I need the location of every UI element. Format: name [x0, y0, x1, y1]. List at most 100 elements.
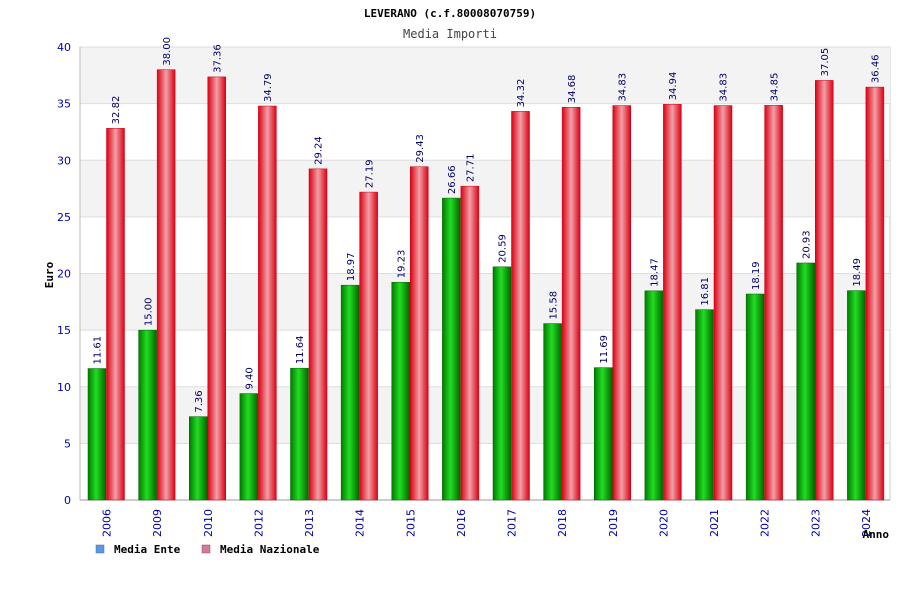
bar-media-ente	[543, 323, 562, 501]
legend-label: Media Ente	[114, 543, 181, 556]
y-axis-label: Euro	[43, 261, 56, 288]
data-label: 27.71	[466, 154, 477, 183]
bar-media-ente	[745, 293, 765, 501]
legend-swatch	[95, 544, 105, 554]
bar-media-ente	[847, 290, 866, 501]
data-label: 18.97	[346, 253, 357, 282]
bar-media-nazionale	[663, 104, 682, 501]
legend: Media Ente Media Nazionale	[95, 543, 320, 556]
bar-media-nazionale	[258, 105, 277, 501]
bar-media-ente	[391, 281, 410, 501]
x-tick-label: 2006	[101, 509, 114, 537]
data-label: 18.49	[852, 258, 863, 287]
data-label: 27.19	[364, 159, 375, 188]
y-tick-label: 20	[57, 268, 71, 281]
bar-media-nazionale	[460, 185, 480, 501]
bar-media-ente	[138, 329, 157, 501]
x-tick-label: 2013	[303, 509, 316, 537]
bar-media-ente	[594, 367, 613, 501]
y-tick-label: 15	[57, 324, 71, 337]
bar-media-nazionale	[511, 111, 530, 501]
data-label: 29.43	[415, 134, 426, 163]
data-label: 36.46	[871, 54, 882, 83]
data-label: 37.05	[820, 48, 831, 77]
legend-label: Media Nazionale	[220, 543, 320, 556]
data-label: 9.40	[245, 367, 256, 389]
data-label: 11.64	[295, 336, 306, 365]
bars: 11.61 32.82 15.00 38.00 7.36 37.36 9.40 34.79 11…	[87, 37, 885, 501]
bar-media-ente	[340, 284, 360, 501]
x-tick-label: 2012	[252, 509, 265, 537]
y-tick-label: 25	[57, 211, 71, 224]
bar-media-nazionale	[713, 105, 733, 501]
bar-media-nazionale	[865, 86, 885, 501]
bar-media-ente	[442, 197, 461, 501]
bar-media-nazionale	[764, 105, 783, 501]
x-tick-label: 2020	[657, 509, 670, 537]
bar-media-nazionale	[106, 128, 125, 501]
data-label: 29.24	[314, 136, 325, 165]
x-axis-ticks: 2006 2009 2010 2012 2013 2014 2015 2016 2017 2018…	[101, 509, 873, 537]
data-label: 11.61	[93, 336, 104, 365]
x-tick-label: 2017	[506, 509, 519, 537]
y-axis-ticks: 0 5 10 15 20 25 30 35 40	[57, 41, 71, 507]
bar-media-ente	[239, 393, 259, 501]
x-axis-label: Anno	[863, 528, 890, 541]
bar-media-nazionale	[359, 191, 378, 501]
data-label: 20.93	[802, 230, 813, 259]
data-label: 32.82	[111, 96, 122, 125]
data-label: 16.81	[700, 277, 711, 306]
data-label: 34.83	[618, 73, 629, 102]
bar-media-nazionale	[308, 168, 328, 501]
data-label: 34.85	[769, 73, 780, 102]
bar-media-nazionale	[612, 105, 631, 501]
data-label: 20.59	[498, 234, 509, 263]
data-label: 34.68	[567, 75, 578, 104]
bar-media-ente	[290, 367, 309, 501]
chart-subtitle: Media Importi	[403, 27, 497, 41]
bar-media-ente	[87, 368, 107, 501]
bar-media-nazionale	[561, 106, 581, 501]
x-tick-label: 2022	[759, 509, 772, 537]
data-label: 15.58	[548, 291, 559, 320]
x-tick-label: 2019	[607, 509, 620, 537]
x-tick-label: 2023	[809, 509, 822, 537]
y-tick-label: 30	[57, 154, 71, 167]
bar-media-nazionale	[207, 76, 226, 501]
data-label: 37.36	[213, 44, 224, 73]
bar-media-ente	[492, 266, 512, 501]
bar-media-ente	[695, 309, 714, 501]
legend-swatch	[201, 544, 211, 554]
bar-media-nazionale	[156, 69, 176, 501]
data-label: 38.00	[162, 37, 173, 66]
data-label: 7.36	[194, 390, 205, 412]
x-tick-label: 2014	[354, 509, 367, 537]
y-tick-label: 40	[57, 41, 71, 54]
y-tick-label: 0	[64, 494, 71, 507]
data-label: 19.23	[397, 250, 408, 279]
data-label: 34.32	[516, 79, 527, 108]
x-tick-label: 2021	[708, 509, 721, 537]
data-label: 11.69	[599, 335, 610, 364]
data-label: 15.00	[143, 297, 154, 326]
data-label: 26.66	[447, 165, 458, 194]
x-tick-label: 2015	[404, 509, 417, 537]
x-tick-label: 2009	[151, 509, 164, 537]
x-tick-label: 2018	[556, 509, 569, 537]
data-label: 34.79	[263, 73, 274, 102]
data-label: 34.94	[668, 72, 679, 101]
chart-title: LEVERANO (c.f.80008070759)	[364, 7, 536, 20]
y-tick-label: 5	[64, 437, 71, 450]
bar-media-ente	[644, 290, 664, 501]
bar-media-nazionale	[410, 166, 429, 501]
data-label: 18.47	[650, 258, 661, 287]
data-label: 18.19	[751, 261, 762, 290]
y-tick-label: 35	[57, 98, 71, 111]
data-label: 34.83	[719, 73, 730, 102]
bar-media-ente	[189, 416, 208, 501]
bar-media-ente	[796, 262, 815, 501]
y-tick-label: 10	[57, 381, 71, 394]
x-tick-label: 2016	[455, 509, 468, 537]
x-tick-label: 2010	[202, 509, 215, 537]
